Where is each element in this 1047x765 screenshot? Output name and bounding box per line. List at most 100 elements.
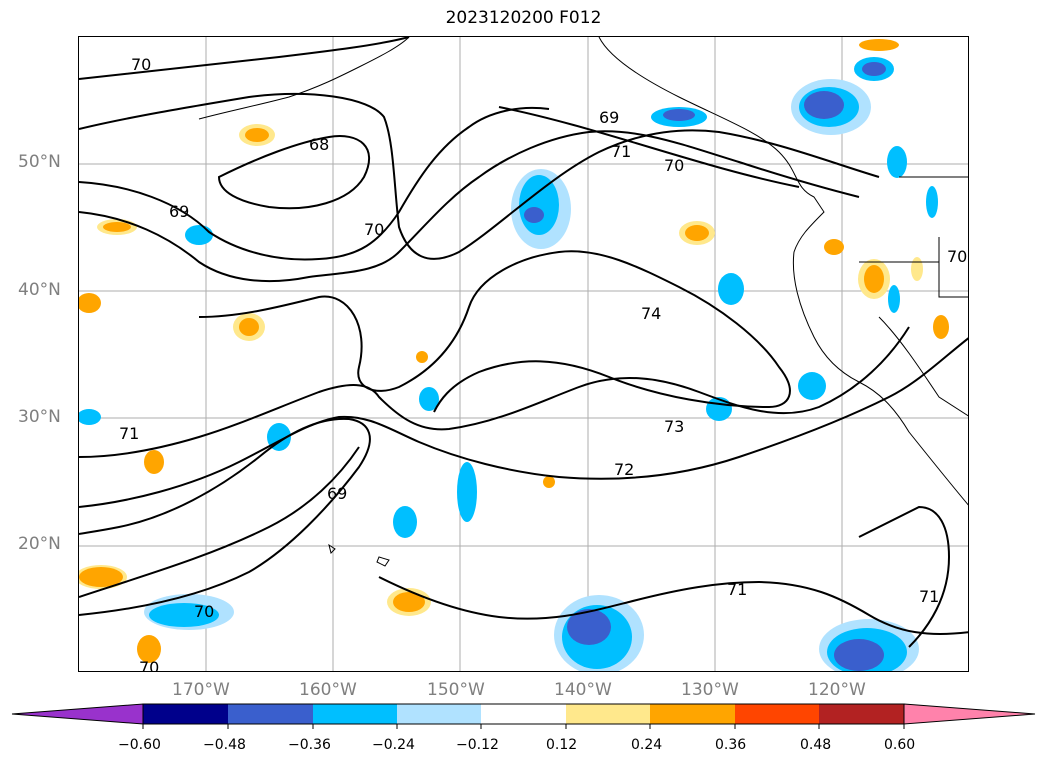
fill-neg-c7 [393,506,417,538]
colorbar-segment [228,704,313,724]
fill-neg-c4 [419,387,439,411]
contour-label: 70 [131,55,151,74]
contour-70b [79,130,860,283]
lon-label-140w: 140°W [554,680,612,700]
colorbar-tick-label: 0.36 [715,737,747,753]
colorbar-tick-label: −0.60 [118,737,161,753]
contour-70-top [79,37,410,80]
fill-neg-nv [888,285,900,313]
fill-neg-s3c [834,639,884,671]
lon-label-130w: 130°W [681,680,739,700]
colorbar-segment [481,704,566,724]
contour-71b [378,576,968,635]
colorbar-extend-low [11,703,144,725]
contour-labels: 70 68 69 70 69 71 70 74 73 72 71 69 70 7… [119,55,967,672]
contour-71 [498,106,800,188]
contour-72 [79,337,968,508]
colorbar-tick-label: −0.12 [456,737,499,753]
fill-pos-8 [933,315,949,339]
contour-69 [79,106,550,261]
lat-label-30n: 30°N [18,407,61,427]
fill-pos-13 [137,635,161,663]
fill-neg-id [926,186,938,218]
contour-71c [858,505,951,648]
fill-pos-2b [103,222,131,232]
colorbar-tick-label: 0.12 [546,737,578,753]
colorbar-segment [735,704,819,724]
fill-pos-4b [239,318,259,336]
fill-neg-w1 [185,225,213,245]
contour-label: 70 [364,220,384,239]
hawaii-island-2 [376,556,390,567]
contour-label: 70 [664,156,684,175]
lat-label-50n: 50°N [18,152,61,172]
contour-69b [79,417,371,616]
fill-pos-7 [824,239,844,255]
fill-pos-10 [144,450,164,474]
lat-label-40n: 40°N [18,280,61,300]
contour-70c [79,446,360,598]
contour-label: 71 [611,142,631,161]
colorbar-tick-label: −0.48 [203,737,246,753]
west-coast-line [598,37,968,506]
colorbar-segment [819,704,904,724]
hawaii-island-1 [328,543,336,554]
colorbar-segment [566,704,650,724]
fill-pos-11b [79,567,123,587]
contour-70-mid [79,92,880,260]
fill-neg-s1b [149,603,219,627]
colorbar [11,703,1036,729]
colorbar-segment [143,704,228,724]
fill-neg-c1 [718,273,744,305]
fill-neg-bc-3 [804,91,844,119]
contour-label: 70 [139,658,159,672]
fill-pos-1b [245,128,269,142]
contour-label: 71 [919,587,939,606]
fill-pos-14 [859,39,899,51]
state-border-1 [938,237,968,298]
map-canvas: 70 68 69 70 69 71 70 74 73 72 71 69 70 7… [79,37,968,672]
colorbar-segment [650,704,735,724]
contour-label: 73 [664,417,684,436]
contour-label: 69 [169,202,189,221]
fill-neg-ak-2 [862,62,886,76]
contour-label: 71 [119,424,139,443]
alaska-peninsula-line [198,37,410,120]
colorbar-segment [313,704,397,724]
colorbar-tick-label: −0.36 [288,737,331,753]
fill-neg-mid-3 [524,207,544,223]
fill-neg-gulf-2 [663,109,695,121]
colorbar-segment [397,704,481,724]
lon-label-150w: 150°W [427,680,485,700]
contour-label: 69 [327,484,347,503]
fill-neg-wa [887,146,907,178]
lat-label-20n: 20°N [18,534,61,554]
lon-label-170w: 170°W [172,680,230,700]
contour-lines [79,37,968,648]
fill-neg-c2 [706,397,732,421]
lon-label-120w: 120°W [808,680,866,700]
contour-label: 71 [727,580,747,599]
coastlines [198,37,968,567]
fill-pos-12b [393,592,425,612]
map-title: 2023120200 F012 [445,8,602,28]
fill-neg-w2 [79,409,101,425]
contour-label: 70 [194,602,214,621]
fill-pos-9 [911,257,923,281]
fill-neg-c3 [798,372,826,400]
colorbar-tick-label: 0.60 [884,737,916,753]
contour-74 [198,250,791,413]
contour-label: 74 [641,304,661,323]
colorbar-outline [142,703,905,725]
fill-pos-5b [685,225,709,241]
anomaly-fills [79,39,949,671]
contour-label: 68 [309,135,329,154]
contour-68 [217,135,370,210]
fill-pos-16 [416,351,428,363]
fill-pos-3 [79,293,101,313]
colorbar-extend-high [903,703,1036,725]
contour-label: 70 [947,247,967,266]
colorbar-tick-label: −0.24 [372,737,415,753]
contour-label: 72 [614,460,634,479]
fill-neg-c6 [457,462,477,522]
